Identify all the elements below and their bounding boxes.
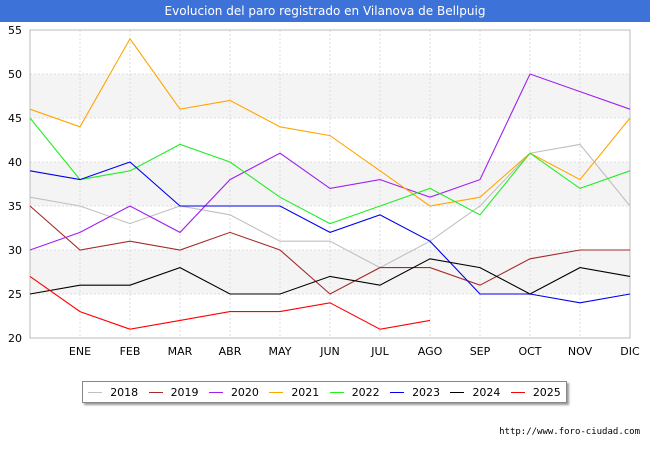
x-tick-label: MAR <box>168 345 193 358</box>
x-tick-label: DIC <box>620 345 640 358</box>
x-tick-label: ABR <box>219 345 242 358</box>
legend-item-2024: 2024 <box>450 386 500 399</box>
y-tick-label: 45 <box>8 112 22 125</box>
x-tick-label: SEP <box>470 345 491 358</box>
legend-swatch <box>208 391 223 393</box>
legend-item-2023: 2023 <box>390 386 440 399</box>
legend-label: 2025 <box>532 385 561 399</box>
x-tick-label: OCT <box>518 345 541 358</box>
legend-swatch <box>88 391 103 393</box>
x-tick-label: NOV <box>568 345 593 358</box>
y-tick-label: 30 <box>8 244 22 257</box>
legend-swatch <box>329 391 344 393</box>
x-tick-label: ENE <box>69 345 91 358</box>
y-tick-label: 40 <box>8 156 22 169</box>
y-tick-label: 35 <box>8 200 22 213</box>
legend-swatch <box>148 391 163 393</box>
chart-title: Evolucion del paro registrado en Vilanov… <box>0 0 650 22</box>
x-tick-label: JUL <box>370 345 389 358</box>
y-tick-label: 50 <box>8 68 22 81</box>
legend-item-2019: 2019 <box>148 385 199 399</box>
legend-label: 2024 <box>472 385 501 399</box>
series-line-2024 <box>29 258 631 295</box>
source-credit: http://www.foro-ciudad.com <box>499 427 640 437</box>
legend-label: 2020 <box>230 385 259 399</box>
legend-label: 2022 <box>351 385 380 399</box>
legend-label: 2018 <box>110 385 139 399</box>
x-tick-label: AGO <box>418 345 443 358</box>
legend-label: 2023 <box>412 385 441 399</box>
legend-item-2021: 2021 <box>269 386 319 399</box>
series-line-2022 <box>29 117 631 225</box>
plot-border <box>29 29 631 339</box>
legend-swatch <box>269 391 284 393</box>
legend-item-2018: 2018 <box>88 386 138 399</box>
y-tick-label: 20 <box>8 332 22 345</box>
legend-label: 2019 <box>170 385 199 399</box>
y-tick-label: 25 <box>8 288 22 301</box>
legend-swatch <box>450 391 465 393</box>
x-tick-label: MAY <box>269 345 292 358</box>
legend-item-2022: 2022 <box>329 385 380 399</box>
y-tick-label: 55 <box>8 24 22 37</box>
series-line-2019 <box>29 205 630 295</box>
legend-label: 2021 <box>291 385 320 399</box>
legend-item-2020: 2020 <box>208 385 259 399</box>
series-line-2025 <box>29 275 431 330</box>
x-tick-label: JUN <box>319 345 340 358</box>
x-tick-label: FEB <box>120 345 141 358</box>
legend-swatch <box>510 391 525 393</box>
legend-item-2025: 2025 <box>510 385 561 399</box>
series-line-2020 <box>29 73 631 251</box>
chart-legend: 2018 2019 2020 2021 2022 2023 2024 2025 <box>82 381 567 403</box>
legend-swatch <box>390 391 405 393</box>
